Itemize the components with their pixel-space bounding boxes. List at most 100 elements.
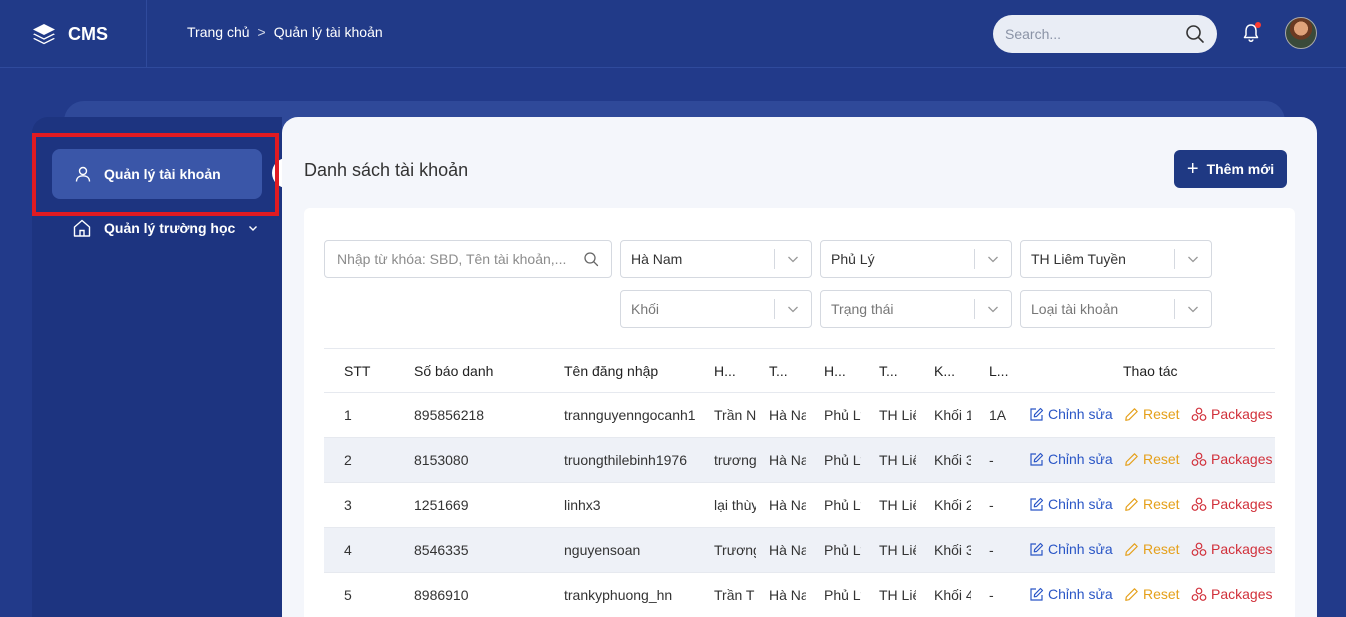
edit-icon	[1030, 452, 1044, 466]
grade-select[interactable]: Khối	[620, 290, 812, 328]
edit-label: Chỉnh sửa	[1048, 451, 1113, 467]
cell-province: Hà Nam	[769, 542, 806, 558]
select-divider	[1174, 249, 1175, 269]
column-header[interactable]: STT	[344, 363, 371, 379]
packages-button[interactable]: Packages	[1191, 586, 1272, 602]
column-header[interactable]: H...	[824, 363, 846, 379]
packages-button[interactable]: Packages	[1191, 406, 1272, 422]
cell-province: Hà Nam	[769, 452, 806, 468]
column-header[interactable]: Số báo danh	[414, 363, 494, 379]
accounts-table: STT Số báo danh Tên đăng nhập H... T... …	[324, 348, 1275, 617]
edit-button[interactable]: Chỉnh sửa	[1029, 496, 1113, 512]
reset-label: Reset	[1143, 586, 1180, 602]
select-divider	[974, 299, 975, 319]
brand[interactable]: CMS	[0, 0, 147, 68]
avatar[interactable]	[1285, 17, 1317, 49]
chevron-down-icon	[988, 306, 998, 313]
select-divider	[974, 249, 975, 269]
notification-dot	[1255, 22, 1261, 28]
column-header[interactable]: L...	[989, 363, 1009, 379]
cell-province: Hà Nam	[769, 587, 806, 603]
packages-label: Packages	[1211, 586, 1273, 602]
column-header[interactable]: T...	[769, 363, 788, 379]
cell-school: TH Liêm Tuyền	[879, 497, 916, 513]
edit-icon	[1030, 407, 1044, 421]
cell-username: trannguyenngocanh1	[564, 407, 696, 423]
status-select[interactable]: Trạng thái	[820, 290, 1012, 328]
cell-district: Phủ Lý	[824, 407, 861, 423]
packages-button[interactable]: Packages	[1191, 451, 1272, 467]
cell-school: TH Liêm Tuyền	[879, 542, 916, 558]
edit-label: Chỉnh sửa	[1048, 496, 1113, 512]
search-icon[interactable]	[583, 251, 599, 267]
main-panel: Danh sách tài khoản + Thêm mới Hà Nam Ph…	[282, 117, 1317, 617]
reset-button[interactable]: Reset	[1124, 496, 1180, 512]
breadcrumb-current: Quản lý tài khoản	[273, 24, 383, 40]
home-icon	[73, 219, 91, 237]
accounts-card: Hà Nam Phủ Lý TH Liêm Tuyền Khối Trạng t…	[304, 208, 1295, 617]
cell-stt: 2	[344, 452, 352, 468]
cell-stt: 5	[344, 587, 352, 603]
reset-button[interactable]: Reset	[1124, 586, 1180, 602]
school-select[interactable]: TH Liêm Tuyền	[1020, 240, 1212, 278]
cell-fullname: Trần Nguyễn	[714, 407, 756, 423]
edit-icon	[1030, 542, 1044, 556]
cell-username: linhx3	[564, 497, 601, 513]
edit-button[interactable]: Chỉnh sửa	[1029, 406, 1113, 422]
district-select[interactable]: Phủ Lý	[820, 240, 1012, 278]
packages-icon	[1191, 452, 1207, 466]
cell-grade: Khối 2	[934, 497, 971, 513]
column-header[interactable]: Tên đăng nhập	[564, 363, 659, 379]
cell-fullname: Trần T	[714, 587, 755, 603]
packages-button[interactable]: Packages	[1191, 541, 1272, 557]
select-divider	[1174, 299, 1175, 319]
add-new-button[interactable]: + Thêm mới	[1174, 150, 1287, 188]
cell-stt: 1	[344, 407, 352, 423]
reset-button[interactable]: Reset	[1124, 451, 1180, 467]
search-icon[interactable]	[1185, 24, 1205, 44]
pencil-icon	[1125, 542, 1138, 556]
reset-button[interactable]: Reset	[1124, 406, 1180, 422]
search-input[interactable]	[1005, 15, 1175, 53]
province-select[interactable]: Hà Nam	[620, 240, 812, 278]
cell-class: -	[989, 497, 994, 513]
cell-candidate-number: 8153080	[414, 452, 469, 468]
cell-grade: Khối 4	[934, 587, 971, 603]
account-type-select[interactable]: Loại tài khoản	[1020, 290, 1212, 328]
cell-district: Phủ Lý	[824, 542, 861, 558]
app-name: CMS	[68, 23, 108, 44]
packages-icon	[1191, 542, 1207, 556]
edit-button[interactable]: Chỉnh sửa	[1029, 451, 1113, 467]
chevron-down-icon	[1188, 256, 1198, 263]
edit-button[interactable]: Chỉnh sửa	[1029, 541, 1113, 557]
cell-province: Hà Nam	[769, 407, 806, 423]
packages-label: Packages	[1211, 451, 1273, 467]
table-row: 2 8153080 truongthilebinh1976 trương thị…	[324, 438, 1275, 483]
sidebar-item-schools[interactable]: Quản lý trường học	[72, 217, 259, 239]
column-header[interactable]: T...	[879, 363, 898, 379]
notification-bell-icon[interactable]	[1240, 22, 1262, 44]
school-value: TH Liêm Tuyền	[1031, 251, 1126, 267]
sidebar-item-accounts[interactable]: Quản lý tài khoản	[52, 149, 262, 199]
breadcrumb-home[interactable]: Trang chủ	[187, 24, 250, 40]
province-value: Hà Nam	[631, 251, 683, 267]
keyword-input[interactable]	[337, 241, 577, 277]
cell-candidate-number: 895856218	[414, 407, 485, 423]
edit-button[interactable]: Chỉnh sửa	[1029, 586, 1113, 602]
cell-class: -	[989, 587, 994, 603]
top-header: CMS Trang chủ > Quản lý tài khoản	[0, 0, 1346, 68]
pencil-icon	[1125, 587, 1138, 601]
column-header[interactable]: H...	[714, 363, 736, 379]
chevron-down-icon[interactable]	[247, 222, 259, 234]
packages-icon	[1191, 407, 1207, 421]
packages-button[interactable]: Packages	[1191, 496, 1272, 512]
packages-icon	[1191, 497, 1207, 511]
edit-label: Chỉnh sửa	[1048, 586, 1113, 602]
reset-button[interactable]: Reset	[1124, 541, 1180, 557]
column-header[interactable]: K...	[934, 363, 956, 379]
keyword-search	[324, 240, 612, 278]
edit-label: Chỉnh sửa	[1048, 541, 1113, 557]
cell-class: -	[989, 542, 994, 558]
packages-label: Packages	[1211, 496, 1273, 512]
cell-candidate-number: 1251669	[414, 497, 469, 513]
